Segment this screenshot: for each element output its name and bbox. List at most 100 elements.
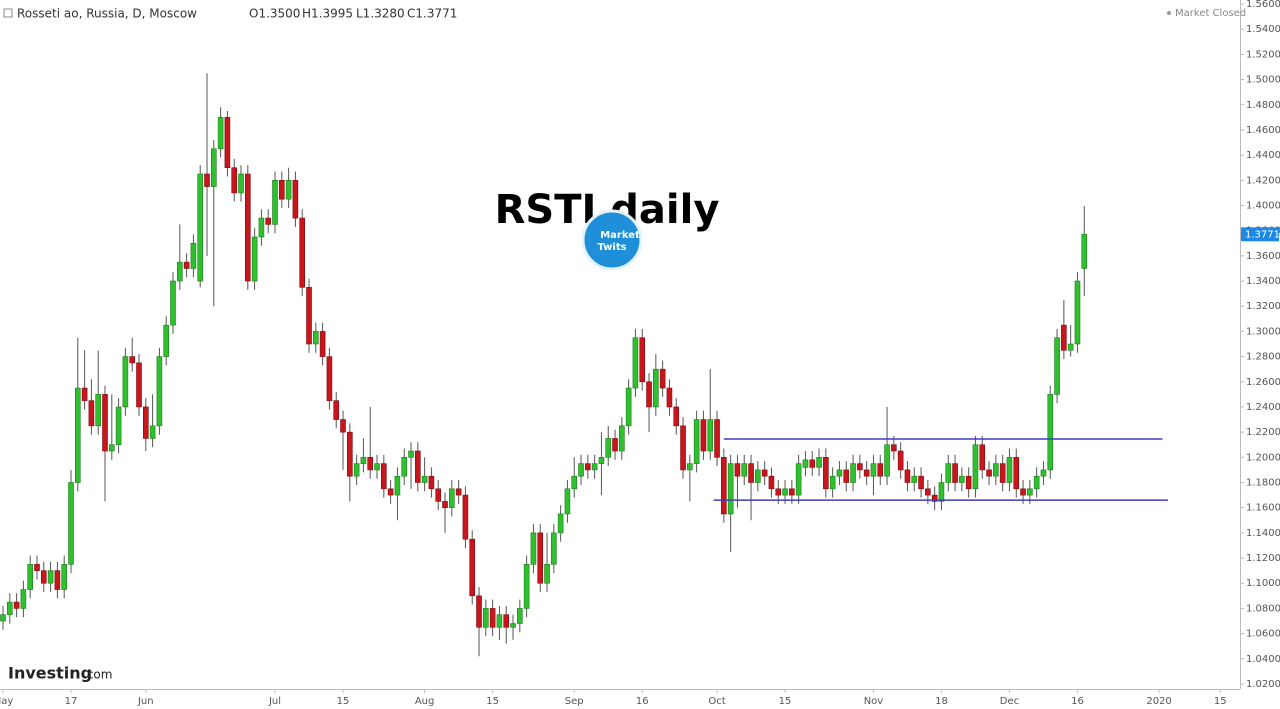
candle-body bbox=[768, 475, 775, 490]
candle-body bbox=[714, 419, 720, 458]
candle-body bbox=[564, 488, 571, 515]
candle-body bbox=[190, 242, 197, 269]
candle-body bbox=[829, 475, 836, 490]
candle-body bbox=[313, 331, 319, 345]
x-tick-label: 2020 bbox=[1146, 696, 1171, 707]
candle-body bbox=[1081, 234, 1088, 269]
y-tick-label: 1.1000 bbox=[1246, 578, 1280, 589]
y-tick-label: 1.0600 bbox=[1246, 629, 1280, 640]
x-tick-label: 17 bbox=[65, 696, 78, 707]
y-tick-label: 1.3600 bbox=[1246, 251, 1280, 262]
candle-body bbox=[299, 217, 306, 288]
candle-body bbox=[585, 463, 591, 471]
symbol: Rosseti ao, Russia, D, Moscow bbox=[17, 7, 197, 21]
collapse-icon[interactable] bbox=[3, 8, 13, 18]
candle-body bbox=[489, 608, 496, 628]
candle-body bbox=[435, 488, 442, 502]
candle-body bbox=[27, 564, 33, 590]
candle-body bbox=[68, 482, 74, 565]
candle-body bbox=[931, 494, 938, 502]
candle-body bbox=[394, 475, 401, 496]
candle-body bbox=[88, 400, 95, 427]
candle-body bbox=[517, 608, 523, 624]
candle-body bbox=[897, 450, 904, 471]
candle-body bbox=[748, 463, 754, 483]
candle-body bbox=[850, 463, 856, 483]
candle-body bbox=[108, 444, 115, 452]
candle-body bbox=[129, 356, 136, 364]
candle-body bbox=[1020, 488, 1026, 496]
y-tick-label: 1.2400 bbox=[1246, 402, 1280, 413]
candle-body bbox=[537, 532, 544, 584]
candle-body bbox=[115, 406, 122, 446]
x-tick-label: 15 bbox=[486, 696, 499, 707]
low-label: L1.3280 bbox=[356, 7, 405, 21]
candle-body bbox=[843, 469, 850, 483]
candle-body bbox=[999, 463, 1006, 483]
candle-body bbox=[251, 236, 258, 282]
x-tick-label: Aug bbox=[415, 696, 435, 707]
candle-body bbox=[891, 444, 897, 452]
high-label: H1.3995 bbox=[302, 7, 353, 21]
logo-text: Twits bbox=[597, 242, 626, 253]
candle-body bbox=[632, 337, 639, 389]
candle-body bbox=[653, 368, 659, 408]
candle-body bbox=[224, 117, 231, 169]
candle-body bbox=[13, 601, 20, 609]
candle-body bbox=[857, 463, 863, 471]
candle-body bbox=[319, 331, 326, 357]
candle-body bbox=[265, 217, 272, 225]
x-tick-label: May bbox=[0, 696, 13, 707]
candle-body bbox=[1074, 280, 1081, 345]
source-brand: Investing bbox=[8, 664, 92, 683]
candle-body bbox=[483, 608, 489, 628]
candle-body bbox=[673, 406, 680, 427]
y-tick-label: 1.3200 bbox=[1246, 301, 1280, 312]
candle-body bbox=[381, 463, 387, 490]
candle-body bbox=[136, 362, 142, 408]
candle-body bbox=[272, 180, 278, 225]
candle-body bbox=[1067, 343, 1074, 351]
y-tick-label: 1.4000 bbox=[1246, 200, 1280, 211]
y-tick-label: 1.4800 bbox=[1246, 100, 1280, 111]
y-tick-label: 1.2000 bbox=[1246, 452, 1280, 463]
candle-body bbox=[795, 463, 802, 496]
candle-body bbox=[571, 475, 578, 490]
candle-body bbox=[496, 614, 503, 628]
candle-body bbox=[20, 589, 27, 609]
candle-body bbox=[333, 400, 340, 420]
candle-body bbox=[455, 488, 462, 496]
y-tick-label: 1.1800 bbox=[1246, 478, 1280, 489]
candle-body bbox=[122, 356, 129, 408]
candle-body bbox=[904, 469, 911, 483]
candle-body bbox=[231, 167, 238, 194]
candle-body bbox=[462, 494, 469, 540]
candle-body bbox=[1047, 394, 1054, 471]
candle-body bbox=[659, 368, 666, 389]
candle-body bbox=[789, 488, 795, 496]
candle-body bbox=[707, 419, 714, 452]
candle-body bbox=[47, 570, 54, 584]
y-tick-label: 1.0400 bbox=[1246, 654, 1280, 665]
candle-body bbox=[952, 463, 958, 483]
x-tick-label: Nov bbox=[864, 696, 884, 707]
candle-body bbox=[415, 450, 421, 483]
market-status: Market Closed bbox=[1175, 8, 1246, 19]
candle-body bbox=[938, 482, 945, 502]
candle-body bbox=[1061, 324, 1067, 351]
candle-body bbox=[598, 457, 605, 464]
x-tick-label: 16 bbox=[636, 696, 649, 707]
candle-body bbox=[292, 180, 299, 219]
candle-body bbox=[761, 469, 768, 477]
candle-body bbox=[469, 538, 476, 597]
y-tick-label: 1.1600 bbox=[1246, 503, 1280, 514]
x-tick-label: 15 bbox=[337, 696, 350, 707]
x-tick-label: Sep bbox=[565, 696, 584, 707]
candle-body bbox=[1054, 337, 1060, 395]
y-tick-label: 1.5400 bbox=[1246, 24, 1280, 35]
candle-body bbox=[972, 444, 979, 490]
last-price-tag bbox=[1241, 227, 1279, 242]
candle-body bbox=[1040, 469, 1047, 477]
candle-body bbox=[884, 444, 890, 477]
